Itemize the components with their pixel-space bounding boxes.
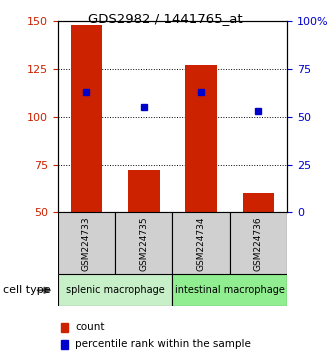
Text: GDS2982 / 1441765_at: GDS2982 / 1441765_at: [88, 12, 242, 25]
Bar: [172, 212, 230, 274]
Bar: [172, 274, 287, 306]
Text: cell type: cell type: [3, 285, 51, 295]
Text: splenic macrophage: splenic macrophage: [66, 285, 164, 295]
Text: intestinal macrophage: intestinal macrophage: [175, 285, 285, 295]
Bar: [230, 212, 287, 274]
Bar: [243, 193, 274, 212]
Text: count: count: [75, 322, 104, 332]
Text: percentile rank within the sample: percentile rank within the sample: [75, 339, 251, 349]
Text: GSM224736: GSM224736: [254, 216, 263, 271]
Bar: [185, 65, 217, 212]
Bar: [58, 212, 115, 274]
Bar: [58, 274, 172, 306]
Text: GSM224735: GSM224735: [139, 216, 148, 271]
Text: GSM224734: GSM224734: [197, 216, 206, 270]
Bar: [71, 25, 102, 212]
Bar: [115, 212, 172, 274]
Bar: [128, 170, 159, 212]
Text: GSM224733: GSM224733: [82, 216, 91, 271]
